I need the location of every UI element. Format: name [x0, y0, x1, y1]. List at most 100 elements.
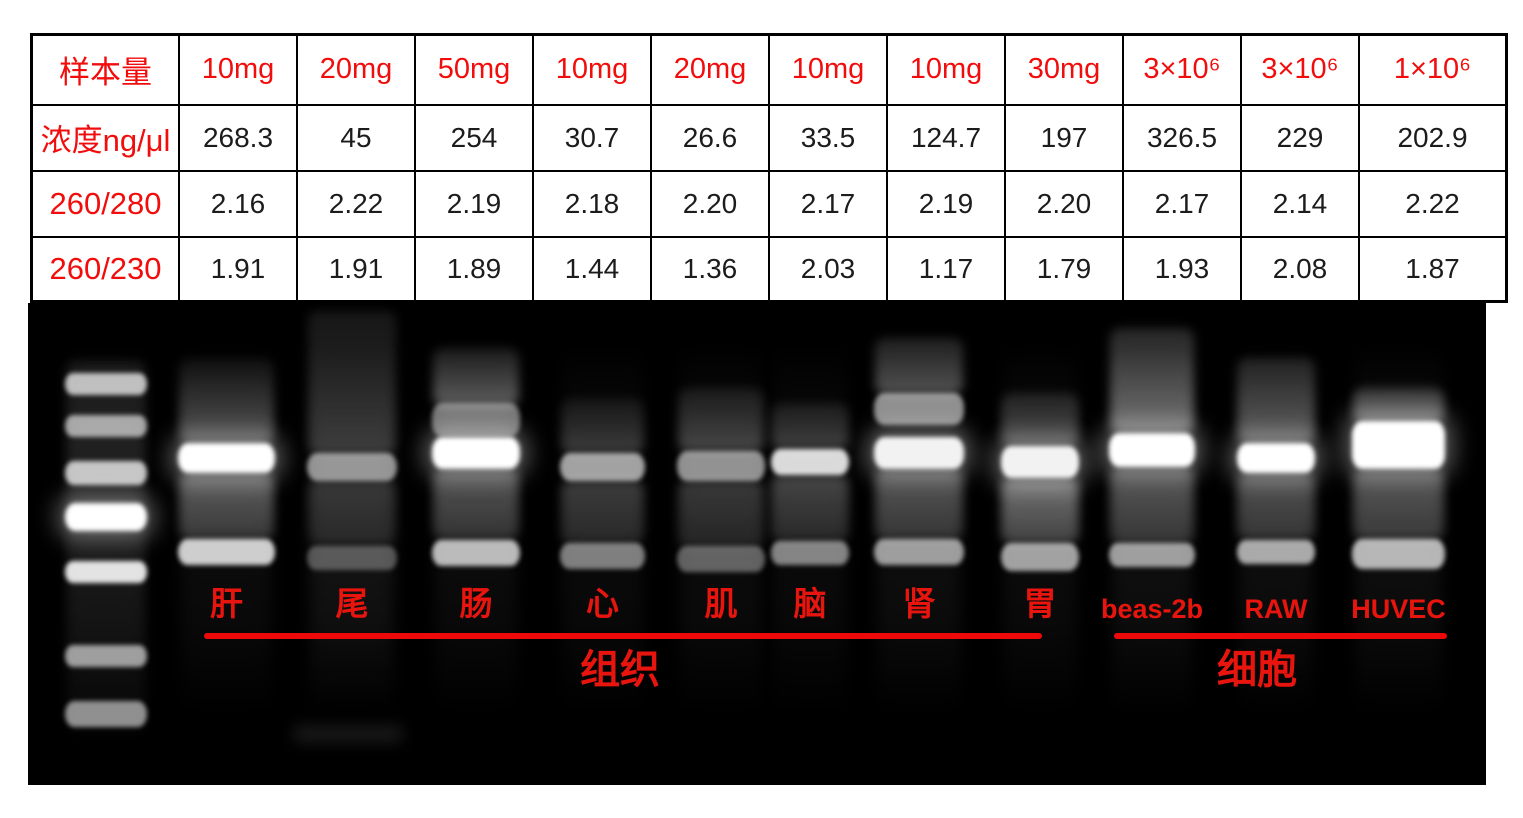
- table-cell: 1.44: [532, 235, 652, 303]
- qc-table-row-2: 260/280 2.16 2.22 2.19 2.18 2.20 2.17 2.19 2.20 2…: [30, 169, 1508, 238]
- gel-band: [178, 539, 275, 565]
- lane-label-beas-2b: beas-2b: [1100, 594, 1204, 624]
- group-underline-0: [204, 633, 1042, 639]
- table-cell: 2.17: [768, 169, 888, 238]
- lane-label-heart: 心: [586, 585, 619, 622]
- gel-band: [559, 543, 646, 569]
- table-cell: 2.22: [296, 169, 416, 238]
- gel-band: [1351, 539, 1446, 569]
- qc-table: 样本量 10mg 20mg 50mg 10mg 20mg 10mg 10mg 30mg 3×10⁶…: [30, 33, 1508, 303]
- gel-band: [1108, 433, 1196, 467]
- gel-smear: [1352, 388, 1445, 423]
- gel-smear: [874, 469, 964, 539]
- gel-band: [1108, 543, 1196, 567]
- gel-smear: [432, 348, 520, 406]
- gel-image: 肝 尾 肠 心 肌 脑 肾 胃 beas-2b RAW HUVEC 组织 细胞: [28, 303, 1486, 785]
- gel-lane-wash: [1111, 343, 1193, 715]
- table-cell: 1.93: [1122, 235, 1242, 303]
- gel-smear: [307, 311, 397, 453]
- table-cell: 45: [296, 103, 416, 172]
- gel-band: [64, 645, 148, 667]
- gel-lane-wash: [773, 343, 847, 715]
- table-cell: 2.17: [1122, 169, 1242, 238]
- gel-band: [64, 503, 148, 531]
- gel-lane-heart: 心: [557, 303, 648, 785]
- gel-smear: [771, 475, 849, 541]
- gel-smear: [1237, 473, 1315, 539]
- gel-lane-wash: [679, 343, 763, 715]
- lane-label-stomach: 胃: [1023, 585, 1057, 622]
- table-cell: 254: [414, 103, 534, 172]
- lane-label-liver: 肝: [210, 585, 243, 622]
- table-cell: 1×10⁶: [1358, 33, 1508, 106]
- gel-lane-huvec: HUVEC: [1349, 303, 1448, 785]
- gel-lane-wash: [1003, 343, 1077, 715]
- lane-label-intestine: 肠: [459, 585, 493, 622]
- lane-label-huvec: HUVEC: [1351, 594, 1446, 624]
- table-cell: 20mg: [650, 33, 770, 106]
- gel-band: [178, 443, 275, 473]
- table-cell: 2.03: [768, 235, 888, 303]
- row-header: 浓度ng/μl: [30, 103, 180, 172]
- gel-band: [1000, 446, 1080, 478]
- gel-smear: [1237, 358, 1315, 443]
- gel-band: [770, 449, 850, 475]
- table-cell: 2.08: [1240, 235, 1360, 303]
- gel-lane-brain: 脑: [768, 303, 852, 785]
- table-cell: 2.20: [1004, 169, 1124, 238]
- table-cell: 1.36: [650, 235, 770, 303]
- table-cell: 229: [1240, 103, 1360, 172]
- gel-band: [770, 541, 850, 565]
- gel-lane-wash: [309, 343, 395, 715]
- gel-band: [559, 453, 646, 481]
- gel-smear: [560, 481, 645, 543]
- row-header: 样本量: [30, 33, 180, 106]
- table-cell: 1.79: [1004, 235, 1124, 303]
- row-header: 260/280: [30, 169, 180, 238]
- gel-lane-beas-2b: beas-2b: [1101, 303, 1203, 785]
- gel-smear: [874, 338, 964, 394]
- qc-table-row-1: 浓度ng/μl 268.3 45 254 30.7 26.6 33.5 124.7 197 326…: [30, 103, 1508, 172]
- gel-smear: [307, 481, 397, 543]
- table-cell: 2.18: [532, 169, 652, 238]
- gel-smear: [1001, 478, 1079, 543]
- gel-band: [676, 546, 766, 572]
- gel-smear: [1109, 467, 1195, 543]
- table-cell: 2.19: [886, 169, 1006, 238]
- table-cell: 10mg: [768, 33, 888, 106]
- gel-band: [431, 403, 521, 437]
- gel-smear: [1001, 393, 1079, 446]
- gel-band: [873, 437, 965, 469]
- lane-label-brain: 脑: [793, 585, 827, 622]
- table-cell: 50mg: [414, 33, 534, 106]
- lane-label-muscle: 肌: [704, 585, 738, 622]
- gel-lane-kidney: 肾: [871, 303, 967, 785]
- gel-smear: [432, 469, 520, 539]
- gel-band: [306, 546, 398, 570]
- gel-lane-raw: RAW: [1234, 303, 1318, 785]
- table-cell: 2.22: [1358, 169, 1508, 238]
- gel-band: [676, 451, 766, 481]
- gel-band: [64, 415, 148, 437]
- table-cell: 30.7: [532, 103, 652, 172]
- table-cell: 10mg: [886, 33, 1006, 106]
- gel-band: [873, 539, 965, 565]
- gel-smear: [1109, 328, 1195, 433]
- gel-smear: [677, 388, 765, 451]
- table-cell: 26.6: [650, 103, 770, 172]
- table-cell: 1.87: [1358, 235, 1508, 303]
- group-underline-1: [1114, 633, 1447, 639]
- gel-band: [1236, 540, 1316, 564]
- table-cell: 1.91: [178, 235, 298, 303]
- table-cell: 2.20: [650, 169, 770, 238]
- qc-table-row-3: 260/230 1.91 1.91 1.89 1.44 1.36 2.03 1.17 1.79 1…: [30, 235, 1508, 303]
- gel-band: [1236, 443, 1316, 473]
- gel-lane-muscle: 肌: [674, 303, 768, 785]
- gel-band: [64, 373, 148, 395]
- gel-lane-wash: [1354, 343, 1443, 715]
- table-cell: 268.3: [178, 103, 298, 172]
- lane-label-kidney: 肾: [902, 585, 936, 622]
- gel-band: [306, 453, 398, 481]
- table-cell: 3×10⁶: [1122, 33, 1242, 106]
